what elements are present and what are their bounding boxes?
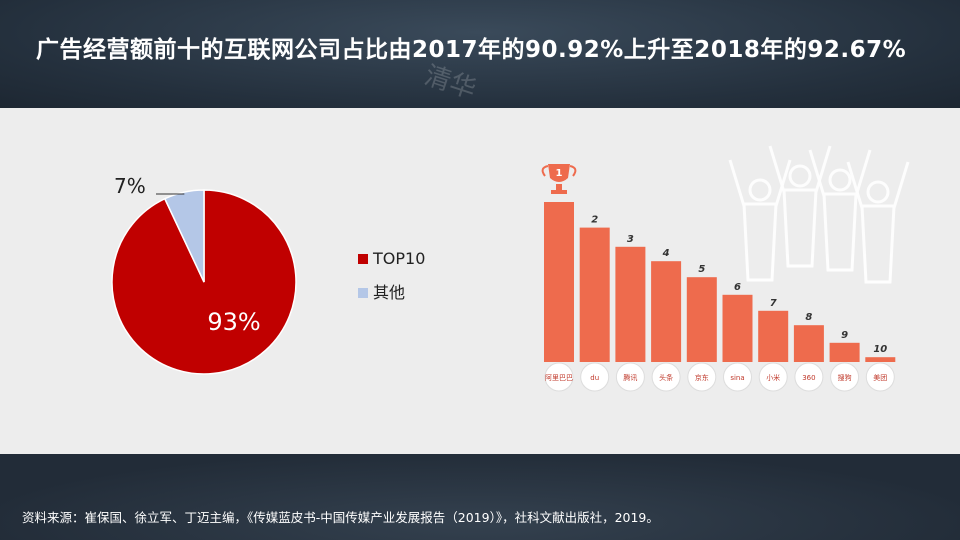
legend-swatch-top10: [358, 254, 368, 264]
bar-rank-9: [829, 342, 860, 362]
header-background: [0, 0, 960, 108]
pie-label-other: 7%: [114, 174, 146, 198]
company-logo-label: 京东: [695, 373, 709, 382]
legend-label-other: 其他: [373, 283, 405, 302]
figure-silhouette: [808, 149, 872, 272]
company-logo-label: 阿里巴巴: [545, 373, 573, 382]
trophy-icon: 1: [541, 164, 577, 194]
company-logo-icon: sina: [723, 362, 752, 392]
company-logo-icon: 360: [794, 362, 824, 392]
bar-rank-8: [793, 325, 824, 362]
bar-rank-label: 10: [873, 344, 887, 355]
bar-rank-label: 3: [627, 234, 634, 245]
company-logo-icon: 头条: [651, 362, 681, 392]
legend-label-top10: TOP10: [372, 249, 425, 268]
company-logo-label: 腾讯: [623, 373, 637, 382]
company-logo-label: 搜狗: [838, 373, 852, 382]
bar-rank-label: 2: [591, 215, 598, 226]
bar-rank-label: 6: [734, 282, 741, 293]
company-logo-icon: 腾讯: [615, 362, 645, 392]
bar-rank-label: 4: [662, 248, 670, 259]
bar-rank-6: [722, 294, 753, 362]
company-logo-icon: 京东: [687, 362, 717, 392]
figure-silhouette: [846, 161, 910, 284]
company-logo-icon: 美团: [865, 362, 895, 392]
company-logo-label: du: [590, 374, 599, 382]
pie-chart: 93% 7%: [111, 174, 297, 375]
figure-silhouette: [728, 159, 792, 282]
company-logo-label: 360: [802, 374, 815, 382]
source-note: 资料来源：崔保国、徐立军、丁迈主编，《传媒蓝皮书-中国传媒产业发展报告（2019…: [22, 510, 659, 525]
bar-chart: 1 阿里巴巴 2 du 3 腾讯 4 头条 5 京东 6 sina 7 小米 8 360 9 搜狗 10 美团: [541, 164, 896, 392]
company-logo-icon: du: [580, 362, 610, 392]
company-logo-label: 小米: [766, 373, 780, 382]
figure-silhouette: [768, 145, 832, 268]
bar-rank-3: [615, 246, 646, 362]
svg-text:1: 1: [556, 168, 563, 179]
bar-rank-label: 8: [805, 312, 812, 323]
legend-swatch-other: [358, 288, 368, 298]
company-logo-icon: 小米: [758, 362, 788, 392]
bar-rank-2: [579, 227, 610, 362]
company-logo-label: 头条: [659, 373, 673, 382]
page-title: 广告经营额前十的互联网公司占比由2017年的90.92%上升至2018年的92.…: [36, 37, 907, 63]
bar-rank-4: [651, 261, 682, 362]
bar-rank-5: [686, 277, 717, 362]
company-logo-icon: 搜狗: [830, 362, 860, 392]
pie-slice-top10: [111, 189, 297, 375]
company-logo-label: 美团: [873, 373, 887, 382]
company-logo-icon: 阿里巴巴: [544, 362, 574, 392]
pie-slice-other: [163, 189, 205, 283]
footer-background: [0, 454, 960, 540]
bar-rank-label: 7: [770, 298, 777, 309]
bar-rank-10: [865, 357, 896, 362]
bar-rank-1: [544, 202, 574, 362]
bar-rank-7: [758, 310, 789, 362]
celebration-figures-icon: [728, 145, 910, 284]
bar-rank-label: 9: [841, 330, 848, 341]
company-logo-label: sina: [730, 374, 744, 382]
bar-rank-label: 5: [698, 264, 705, 275]
pie-label-top10: 93%: [207, 308, 260, 336]
pie-legend: TOP10 其他: [358, 249, 425, 302]
